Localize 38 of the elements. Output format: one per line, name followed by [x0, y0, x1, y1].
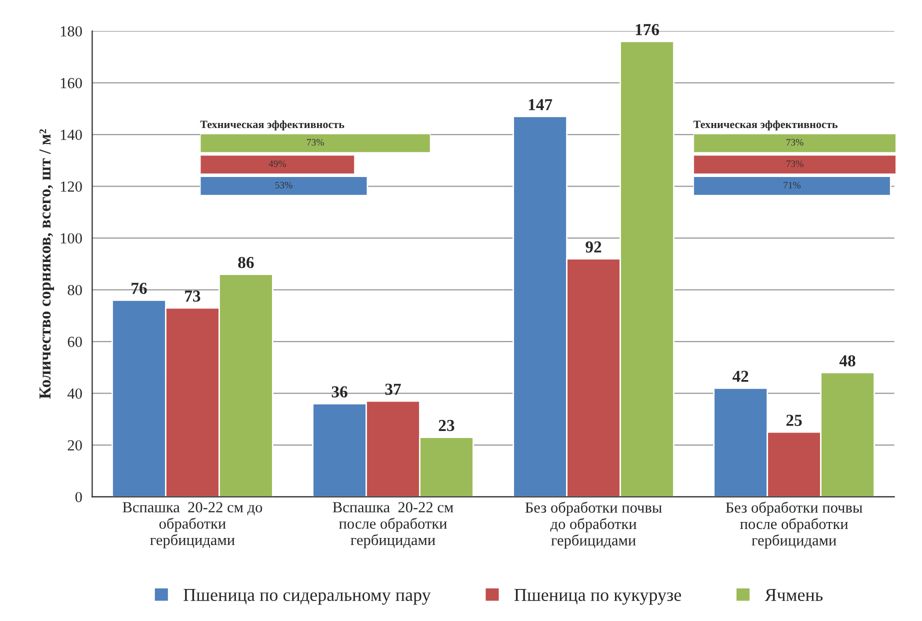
data-label: 49% [268, 160, 286, 168]
data-label: 76 [132, 282, 147, 294]
x-tick-label: Без обработки почвы до обработки гербицидами [525, 502, 662, 549]
y-tick-label: 20 [68, 440, 82, 450]
data-label: 73% [307, 139, 324, 146]
y-tick-label: 80 [68, 284, 82, 296]
legend-label: Пшеница по сидеральному пару [184, 589, 431, 605]
data-label: 37 [385, 384, 401, 395]
data-label: 23 [438, 420, 454, 432]
y-tick-label: 160 [60, 78, 82, 88]
legend-label: Пшеница по кукурузе [514, 589, 682, 605]
y-tick-label: 100 [60, 233, 82, 244]
x-tick-label: Без обработки почвы после обработки гербицидами [726, 502, 862, 549]
data-label: 71% [784, 182, 801, 188]
y-tick-label: 40 [68, 388, 82, 399]
data-label: 53% [275, 182, 292, 188]
data-label: 25 [786, 414, 802, 426]
data-label: 48 [839, 355, 856, 366]
y-tick-label: 120 [60, 181, 82, 192]
data-label: 176 [636, 24, 660, 36]
data-label: 36 [332, 386, 348, 398]
data-label: 92 [586, 241, 602, 253]
x-tick-label: Вспашка 20-22 см до обработки гербицидами [122, 502, 262, 548]
y-axis-title: Количество сорняков, всего, шт / м² [39, 129, 54, 399]
data-label: 42 [732, 370, 748, 382]
y-tick-label: 140 [60, 130, 82, 140]
x-tick-label: Вспашка 20-22 см после обработки гербицидами [332, 502, 454, 548]
y-tick-label: 60 [68, 336, 82, 347]
data-label: 147 [528, 99, 552, 110]
legend-label: Ячмень [764, 589, 823, 602]
chart-title: Техническая эффективность [200, 120, 344, 130]
data-label: 73 [185, 290, 200, 302]
chart-title: Техническая эффективность [694, 120, 838, 130]
y-tick-label: 0 [75, 492, 82, 502]
data-label: 73% [786, 160, 804, 168]
data-label: 86 [238, 256, 254, 268]
y-tick-label: 180 [60, 26, 82, 36]
data-label: 73% [786, 139, 804, 146]
